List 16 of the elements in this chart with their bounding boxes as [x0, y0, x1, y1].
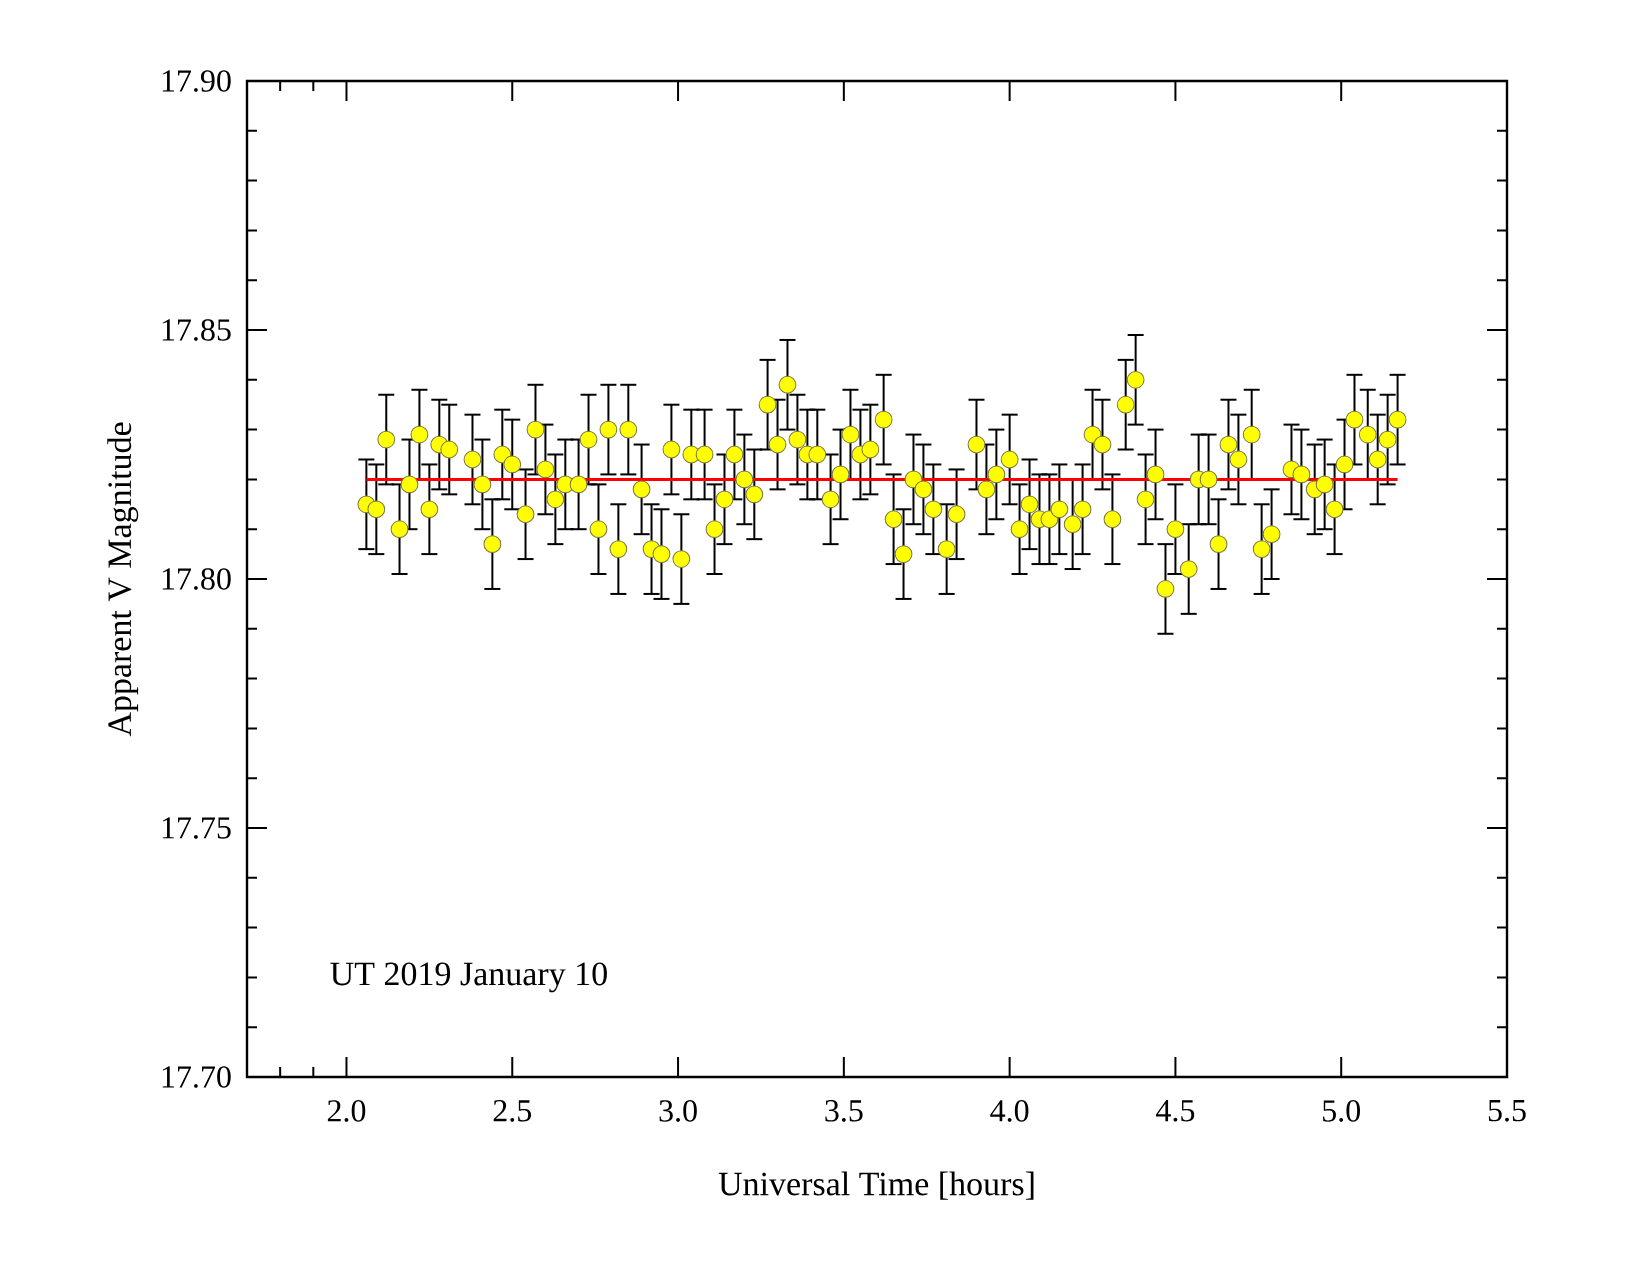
x-tick-label: 4.0 [990, 1100, 1029, 1122]
y-axis-title: Apparent V Magnitude [107, 422, 139, 737]
y-tick-label: 17.70 [162, 1066, 231, 1088]
y-tick-label: 17.85 [162, 319, 231, 341]
y-tick-label: 17.75 [162, 817, 231, 839]
annotation: UT 2019 January 10 [330, 962, 607, 993]
x-tick-label: 5.5 [1488, 1100, 1526, 1122]
x-tick-label: 2.0 [327, 1100, 366, 1122]
y-tick-label: 17.90 [162, 70, 231, 92]
x-tick-label: 5.0 [1323, 1100, 1360, 1122]
x-tick-label: 3.0 [659, 1100, 697, 1122]
x-tick-label: 2.5 [493, 1100, 532, 1122]
y-tick-label: 17.80 [162, 568, 231, 590]
x-tick-label: 4.5 [1156, 1100, 1195, 1122]
x-tick-label: 3.5 [825, 1100, 863, 1122]
x-axis-title: Universal Time [hours] [718, 1171, 1034, 1200]
